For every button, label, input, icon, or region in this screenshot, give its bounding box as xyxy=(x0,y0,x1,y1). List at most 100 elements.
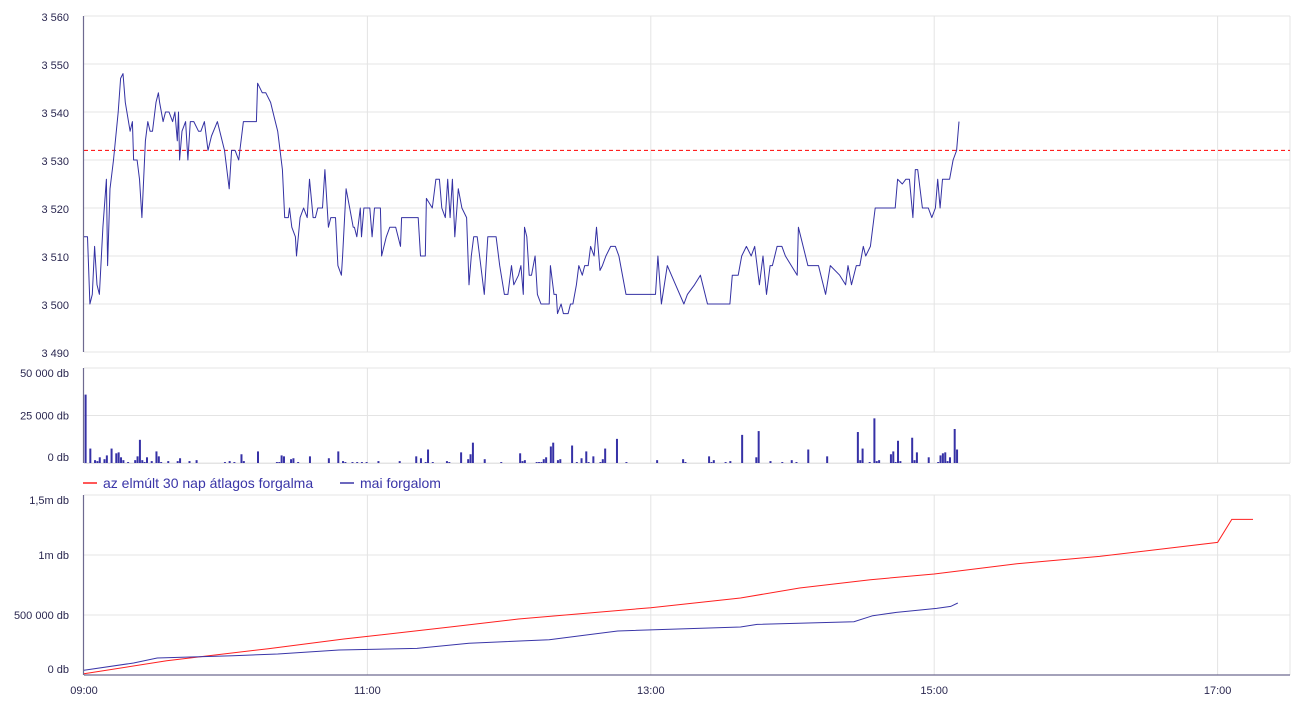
volume-bar xyxy=(195,460,198,463)
legend-item[interactable]: az elmúlt 30 nap átlagos forgalma xyxy=(83,475,313,491)
volume-bar xyxy=(188,461,191,463)
volume-bar xyxy=(741,434,744,463)
volume-bar xyxy=(84,394,87,463)
volume-bar xyxy=(729,461,732,463)
volume-bar xyxy=(89,448,92,463)
y-tick-label: 3 520 xyxy=(41,204,69,216)
y-tick-label: 25 000 db xyxy=(20,411,69,423)
y-tick-label: 0 db xyxy=(48,452,69,464)
volume-bar xyxy=(757,431,760,463)
volume-bar xyxy=(342,461,345,463)
volume-bar xyxy=(500,462,503,463)
volume-bar xyxy=(941,453,944,463)
volume-bar xyxy=(427,449,430,463)
volume-bar xyxy=(535,462,538,463)
volume-bar xyxy=(96,461,99,463)
y-tick-label: 50 000 db xyxy=(20,368,69,380)
volume-bar xyxy=(103,459,106,463)
volume-bar xyxy=(710,462,713,463)
volume-bar xyxy=(875,461,878,463)
volume-bar xyxy=(944,452,947,463)
volume-bar xyxy=(807,449,810,463)
volume-bar xyxy=(94,460,97,463)
volume-bar xyxy=(519,453,522,463)
volume-bar xyxy=(344,462,347,463)
volume-bar xyxy=(948,457,951,463)
volume-bar xyxy=(790,460,793,463)
volume-bar xyxy=(571,445,574,463)
volume-bar xyxy=(120,457,123,463)
volume-bar xyxy=(575,462,578,463)
volume-bar xyxy=(242,461,245,463)
volume-bar xyxy=(861,448,864,463)
x-tick-label: 11:00 xyxy=(354,685,381,697)
y-tick-label: 0 db xyxy=(48,664,69,676)
legend-label: mai forgalom xyxy=(360,475,441,491)
volume-bar xyxy=(143,462,146,463)
volume-bar xyxy=(483,459,486,463)
volume-bar xyxy=(682,459,685,463)
y-tick-label: 3 510 xyxy=(41,252,69,264)
x-tick-label: 17:00 xyxy=(1204,685,1232,697)
volume-bar xyxy=(233,462,236,463)
volume-bar xyxy=(781,462,784,463)
volume-bar xyxy=(592,456,595,463)
volume-bar xyxy=(157,456,160,463)
volume-bar xyxy=(431,462,434,463)
volume-bar xyxy=(460,452,463,463)
volume-bar xyxy=(549,446,552,463)
y-tick-label: 500 000 db xyxy=(14,610,69,622)
volume-bar xyxy=(467,459,470,463)
volume-bar xyxy=(604,448,607,463)
x-tick-label: 09:00 xyxy=(70,685,98,697)
volume-bar xyxy=(587,462,590,463)
volume-bar xyxy=(769,461,772,463)
x-tick-label: 13:00 xyxy=(637,685,665,697)
volume-bar xyxy=(868,462,871,463)
volume-bar xyxy=(615,438,618,463)
volume-panel: 0 db 25 000 db 50 000 db xyxy=(20,367,1291,464)
volume-bar xyxy=(419,458,422,463)
volume-bar xyxy=(292,458,295,463)
volume-bar xyxy=(290,459,293,463)
volume-bar xyxy=(956,449,959,463)
volume-bar xyxy=(937,462,940,463)
volume-bar xyxy=(282,456,285,463)
volume-bar xyxy=(356,462,359,463)
volume-bar xyxy=(471,442,474,463)
volume-bar xyxy=(445,461,448,463)
volume-bar xyxy=(927,457,930,463)
volume-bar xyxy=(176,461,179,463)
volume-bar xyxy=(559,459,562,463)
volume-bar xyxy=(365,462,368,463)
y-tick-label: 3 490 xyxy=(41,348,69,360)
volume-bar xyxy=(110,448,113,463)
volume-bar xyxy=(297,462,300,463)
volume-bar xyxy=(146,457,149,463)
volume-bar xyxy=(448,462,451,463)
volume-bar xyxy=(327,458,330,463)
legend: az elmúlt 30 nap átlagos forgalma mai for… xyxy=(83,475,441,491)
volume-bar xyxy=(625,462,628,463)
volume-bar xyxy=(542,459,545,463)
volume-bar xyxy=(889,454,892,463)
x-tick-label: 15:00 xyxy=(920,685,948,697)
legend-item[interactable]: mai forgalom xyxy=(340,475,441,491)
volume-bar xyxy=(899,461,902,463)
volume-bar xyxy=(167,461,170,463)
legend-label: az elmúlt 30 nap átlagos forgalma xyxy=(103,475,313,491)
volume-bar xyxy=(755,457,758,463)
volume-bar xyxy=(913,460,916,463)
volume-bar xyxy=(915,452,918,463)
volume-bar xyxy=(134,460,137,463)
volume-bar xyxy=(398,461,401,463)
volume-bar xyxy=(552,442,555,463)
volume-bar xyxy=(946,461,949,463)
volume-bar xyxy=(223,462,226,463)
volume-bar xyxy=(911,437,914,463)
volume-bar xyxy=(599,462,602,463)
y-tick-label: 1m db xyxy=(38,550,69,562)
volume-bar xyxy=(585,451,588,463)
volume-bar xyxy=(337,451,340,463)
